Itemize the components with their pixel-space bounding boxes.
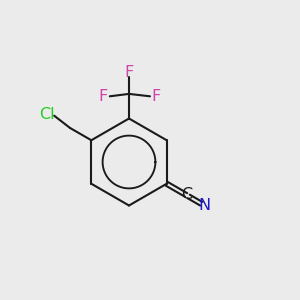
Text: N: N	[199, 198, 211, 213]
Text: Cl: Cl	[39, 107, 55, 122]
Text: F: F	[99, 89, 108, 104]
Text: C: C	[181, 188, 192, 202]
Text: F: F	[124, 65, 134, 80]
Text: F: F	[152, 89, 161, 104]
